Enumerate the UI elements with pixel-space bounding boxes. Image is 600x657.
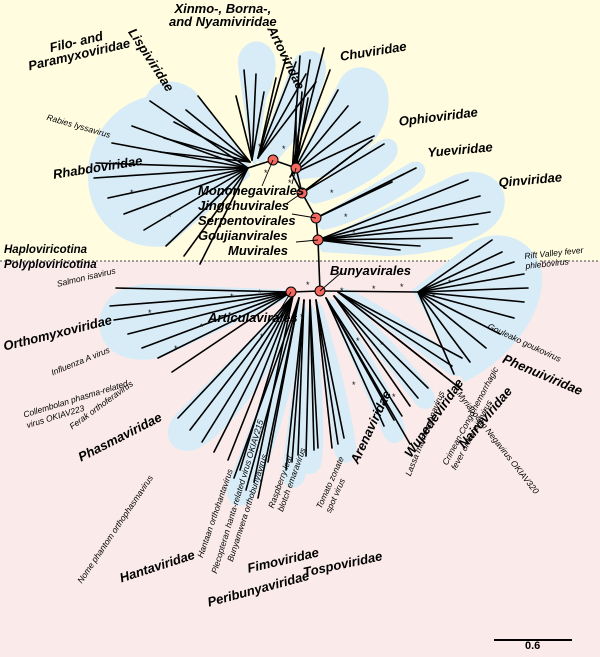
svg-text:*: * <box>356 336 360 346</box>
highlight-ophioviridae <box>300 138 398 204</box>
svg-text:*: * <box>400 282 404 292</box>
subphylum-label-haploviricotina: Haploviricotina <box>4 244 88 256</box>
order-label-bunyavirales: Bunyavirales <box>330 263 411 278</box>
support-asterisks: * * * * * * * * * * * * * * * * * * * * * * * * * * * * * <box>130 142 452 402</box>
subphylum-label-polyploviricotina: Polyploviricotina <box>4 259 97 271</box>
svg-text:*: * <box>260 332 264 342</box>
svg-text:*: * <box>318 324 322 334</box>
svg-text:*: * <box>148 308 152 318</box>
order-leader-lines <box>261 159 343 311</box>
svg-text:*: * <box>344 212 348 222</box>
svg-text:*: * <box>392 392 396 402</box>
family-label-xinmo-borna-nyamiviridae: Xinmo-, Borna-, and Nyamiviridae <box>169 1 277 30</box>
highlight-filo-paramyxoviridae <box>144 81 250 172</box>
svg-text:*: * <box>236 168 240 178</box>
order-label-jingchuvirales: Jingchuvirales <box>198 198 290 213</box>
branches-polyploviricotina <box>109 239 529 499</box>
svg-text:*: * <box>200 322 204 332</box>
svg-text:*: * <box>352 380 356 390</box>
svg-text:*: * <box>230 292 234 302</box>
highlight-rhabdoviridae <box>87 96 250 247</box>
svg-text:*: * <box>168 212 172 222</box>
svg-text:*: * <box>432 292 436 302</box>
svg-text:*: * <box>264 168 268 178</box>
highlight-yueviridae <box>312 161 426 230</box>
svg-text:*: * <box>258 288 262 298</box>
svg-text:*: * <box>340 286 344 296</box>
svg-text:*: * <box>300 312 304 322</box>
scale-bar-label: 0.6 <box>525 640 541 652</box>
branches-haploviricotina <box>93 47 491 292</box>
order-label-articulavirales: Articulavirales <box>208 310 298 325</box>
order-node-markers <box>267 154 326 298</box>
svg-text:*: * <box>288 178 292 188</box>
highlight-lispiviridae <box>237 41 276 166</box>
svg-text:*: * <box>380 340 384 350</box>
svg-text:*: * <box>372 284 376 294</box>
order-label-goujianvirales: Goujianvirales <box>198 228 288 243</box>
svg-text:*: * <box>258 142 262 152</box>
clade-highlights <box>87 41 543 506</box>
highlight-wupedeviridae <box>334 294 436 410</box>
svg-text:*: * <box>448 278 452 288</box>
svg-text:*: * <box>306 280 310 290</box>
order-label-mononegavirales: Mononegavirales <box>198 183 305 198</box>
svg-text:*: * <box>282 144 286 154</box>
svg-text:*: * <box>130 188 134 198</box>
svg-text:*: * <box>352 228 356 238</box>
highlight-chuviridae <box>292 67 389 180</box>
svg-text:*: * <box>174 344 178 354</box>
svg-text:*: * <box>216 154 220 164</box>
highlight-tospoviridae <box>316 300 357 463</box>
order-label-muvirales: Muvirales <box>228 243 288 258</box>
svg-text:*: * <box>330 188 334 198</box>
order-label-serpentovirales: Serpentovirales <box>198 213 296 228</box>
